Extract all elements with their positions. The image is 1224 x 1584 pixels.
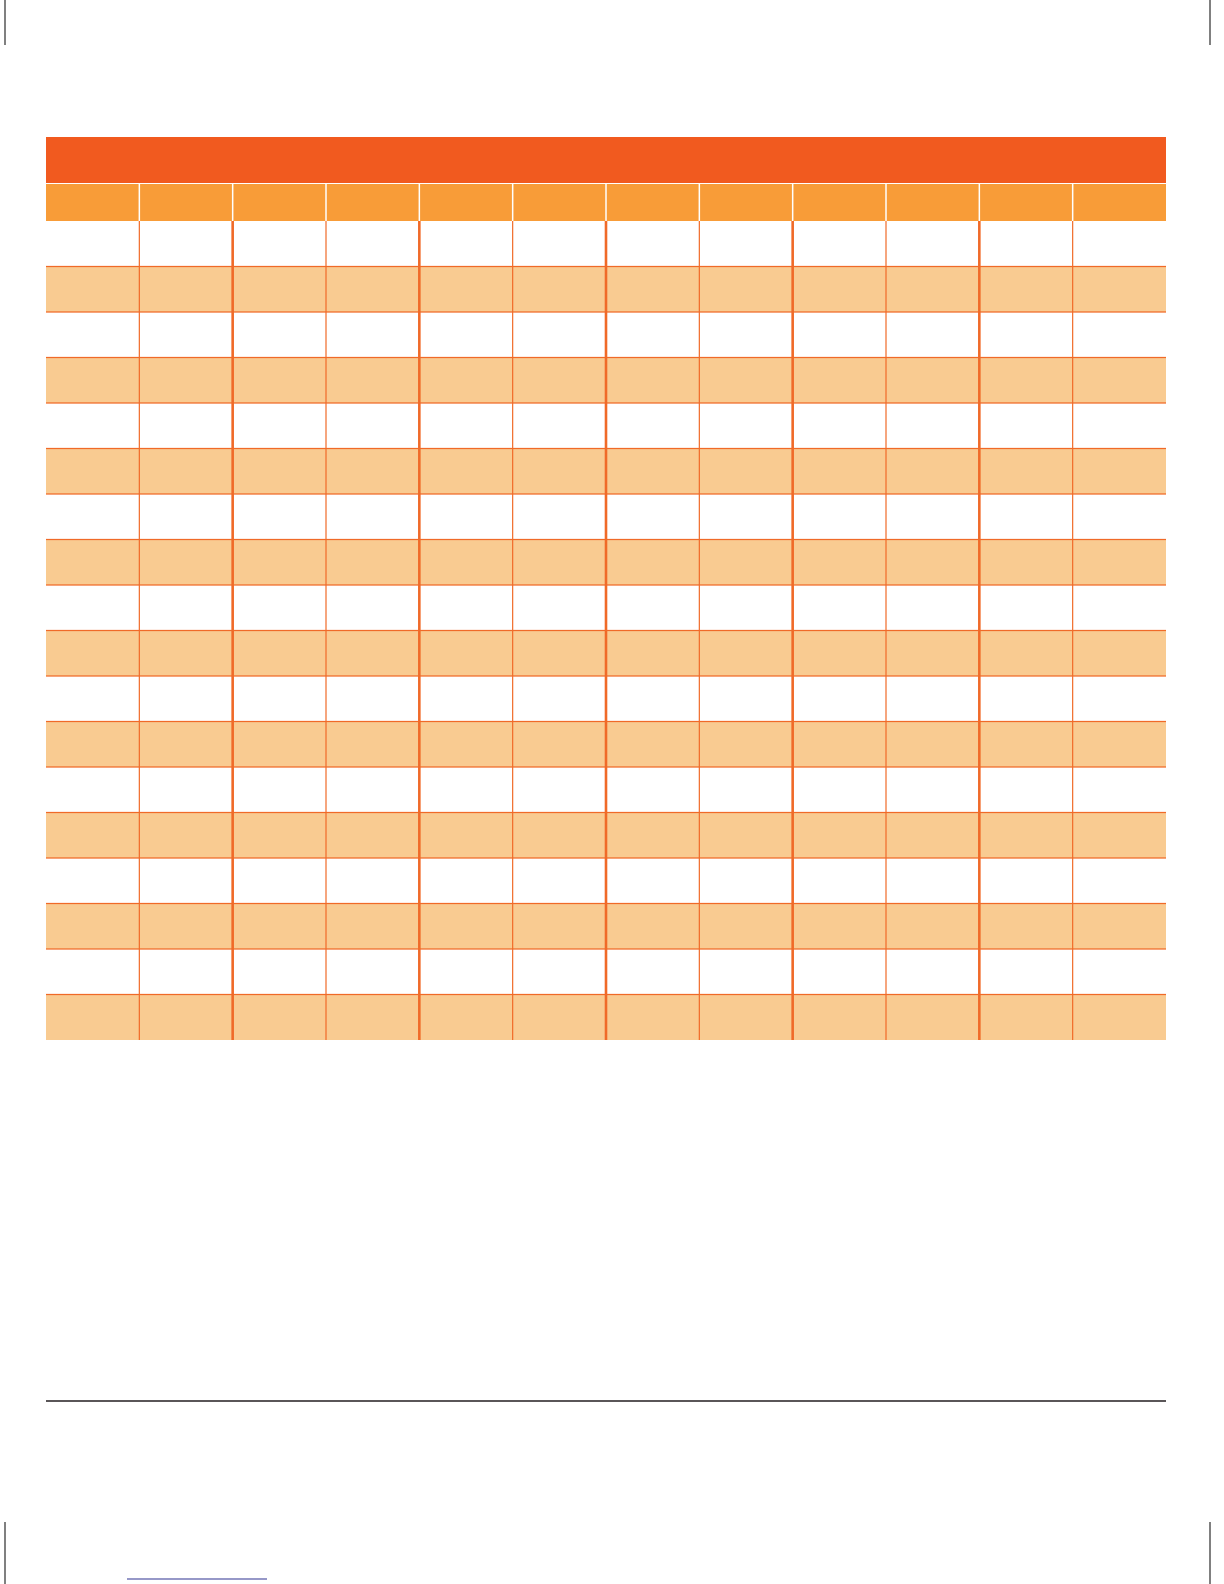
table-title-bar <box>46 137 1166 183</box>
table <box>46 184 1166 1040</box>
